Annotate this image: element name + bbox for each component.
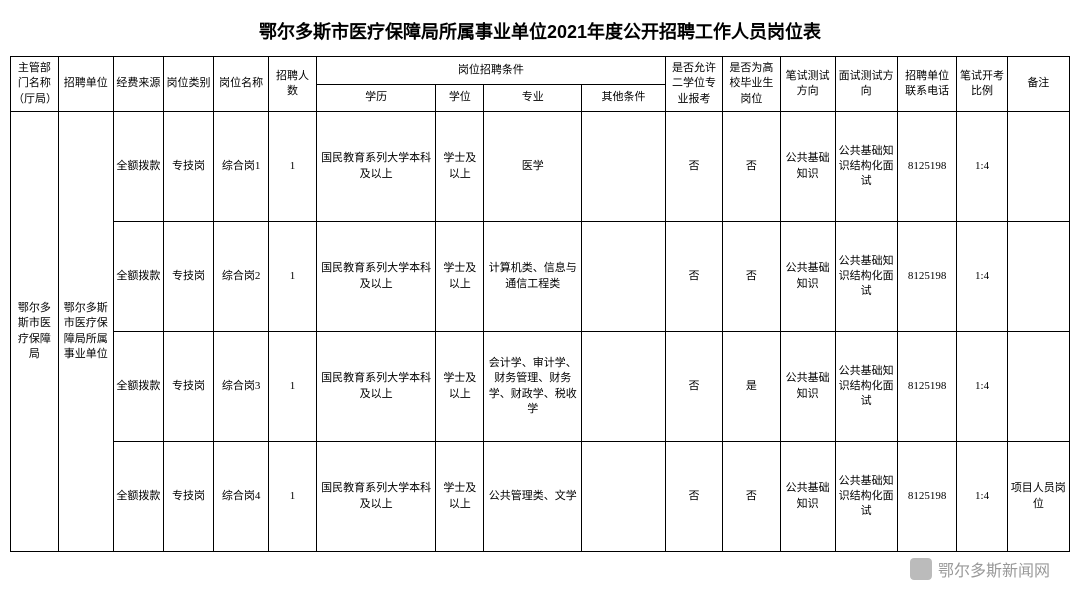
cell-posttype: 专技岗 — [163, 112, 213, 222]
cell-count: 1 — [269, 112, 317, 222]
table-row: 全额拨款专技岗综合岗41国民教育系列大学本科及以上学士及以上公共管理类、文学否否… — [11, 442, 1070, 552]
header-condgroup: 岗位招聘条件 — [316, 57, 665, 85]
header-postname: 岗位名称 — [214, 57, 269, 112]
cell-fund: 全额拨款 — [113, 112, 163, 222]
header-count: 招聘人数 — [269, 57, 317, 112]
header-written: 笔试测试方向 — [780, 57, 835, 112]
cell-posttype: 专技岗 — [163, 442, 213, 552]
cell-major: 医学 — [484, 112, 582, 222]
cell-other — [582, 442, 666, 552]
header-dept: 主管部门名称（厅局） — [11, 57, 59, 112]
cell-grad: 否 — [723, 222, 780, 332]
cell-edu: 国民教育系列大学本科及以上 — [316, 442, 436, 552]
cell-ratio: 1:4 — [957, 442, 1007, 552]
header-phone: 招聘单位联系电话 — [897, 57, 957, 112]
header-major: 专业 — [484, 84, 582, 112]
cell-count: 1 — [269, 442, 317, 552]
cell-fund: 全额拨款 — [113, 442, 163, 552]
cell-unit: 鄂尔多斯市医疗保障局所属事业单位 — [58, 112, 113, 552]
header-other: 其他条件 — [582, 84, 666, 112]
cell-phone: 8125198 — [897, 332, 957, 442]
cell-fund: 全额拨款 — [113, 332, 163, 442]
cell-count: 1 — [269, 222, 317, 332]
cell-dept: 鄂尔多斯市医疗保障局 — [11, 112, 59, 552]
cell-written: 公共基础知识 — [780, 332, 835, 442]
header-edu: 学历 — [316, 84, 436, 112]
cell-written: 公共基础知识 — [780, 112, 835, 222]
watermark-text: 鄂尔多斯新闻网 — [938, 557, 1050, 581]
cell-postname: 综合岗4 — [214, 442, 269, 552]
cell-other — [582, 332, 666, 442]
cell-degree: 学士及以上 — [436, 442, 484, 552]
cell-grad: 否 — [723, 112, 780, 222]
cell-phone: 8125198 — [897, 442, 957, 552]
cell-postname: 综合岗3 — [214, 332, 269, 442]
page-title: 鄂尔多斯市医疗保障局所属事业单位2021年度公开招聘工作人员岗位表 — [10, 18, 1070, 44]
cell-phone: 8125198 — [897, 112, 957, 222]
header-interview: 面试测试方向 — [835, 57, 897, 112]
header-fund: 经费来源 — [113, 57, 163, 112]
wechat-icon — [910, 558, 932, 580]
cell-edu: 国民教育系列大学本科及以上 — [316, 332, 436, 442]
cell-written: 公共基础知识 — [780, 442, 835, 552]
header-remark: 备注 — [1007, 57, 1069, 112]
cell-allow2: 否 — [665, 442, 722, 552]
cell-postname: 综合岗2 — [214, 222, 269, 332]
cell-remark — [1007, 112, 1069, 222]
cell-ratio: 1:4 — [957, 222, 1007, 332]
header-grad: 是否为高校毕业生岗位 — [723, 57, 780, 112]
cell-interview: 公共基础知识结构化面试 — [835, 112, 897, 222]
header-degree: 学位 — [436, 84, 484, 112]
cell-edu: 国民教育系列大学本科及以上 — [316, 112, 436, 222]
cell-edu: 国民教育系列大学本科及以上 — [316, 222, 436, 332]
cell-written: 公共基础知识 — [780, 222, 835, 332]
cell-degree: 学士及以上 — [436, 222, 484, 332]
header-ratio: 笔试开考比例 — [957, 57, 1007, 112]
cell-ratio: 1:4 — [957, 112, 1007, 222]
cell-interview: 公共基础知识结构化面试 — [835, 442, 897, 552]
cell-major: 会计学、审计学、财务管理、财务学、财政学、税收学 — [484, 332, 582, 442]
cell-grad: 否 — [723, 442, 780, 552]
cell-allow2: 否 — [665, 222, 722, 332]
table-row: 全额拨款专技岗综合岗21国民教育系列大学本科及以上学士及以上计算机类、信息与通信… — [11, 222, 1070, 332]
cell-major: 公共管理类、文学 — [484, 442, 582, 552]
cell-remark — [1007, 222, 1069, 332]
cell-major: 计算机类、信息与通信工程类 — [484, 222, 582, 332]
cell-interview: 公共基础知识结构化面试 — [835, 222, 897, 332]
cell-remark: 项目人员岗位 — [1007, 442, 1069, 552]
header-unit: 招聘单位 — [58, 57, 113, 112]
cell-phone: 8125198 — [897, 222, 957, 332]
cell-ratio: 1:4 — [957, 332, 1007, 442]
cell-posttype: 专技岗 — [163, 332, 213, 442]
cell-grad: 是 — [723, 332, 780, 442]
header-allow2: 是否允许二学位专业报考 — [665, 57, 722, 112]
cell-allow2: 否 — [665, 112, 722, 222]
cell-remark — [1007, 332, 1069, 442]
cell-other — [582, 222, 666, 332]
watermark: 鄂尔多斯新闻网 — [910, 557, 1050, 581]
cell-postname: 综合岗1 — [214, 112, 269, 222]
cell-degree: 学士及以上 — [436, 332, 484, 442]
cell-other — [582, 112, 666, 222]
cell-degree: 学士及以上 — [436, 112, 484, 222]
header-posttype: 岗位类别 — [163, 57, 213, 112]
cell-fund: 全额拨款 — [113, 222, 163, 332]
positions-table: 主管部门名称（厅局） 招聘单位 经费来源 岗位类别 岗位名称 招聘人数 岗位招聘… — [10, 56, 1070, 552]
table-row: 全额拨款专技岗综合岗31国民教育系列大学本科及以上学士及以上会计学、审计学、财务… — [11, 332, 1070, 442]
table-row: 鄂尔多斯市医疗保障局鄂尔多斯市医疗保障局所属事业单位全额拨款专技岗综合岗11国民… — [11, 112, 1070, 222]
cell-allow2: 否 — [665, 332, 722, 442]
cell-posttype: 专技岗 — [163, 222, 213, 332]
cell-count: 1 — [269, 332, 317, 442]
cell-interview: 公共基础知识结构化面试 — [835, 332, 897, 442]
